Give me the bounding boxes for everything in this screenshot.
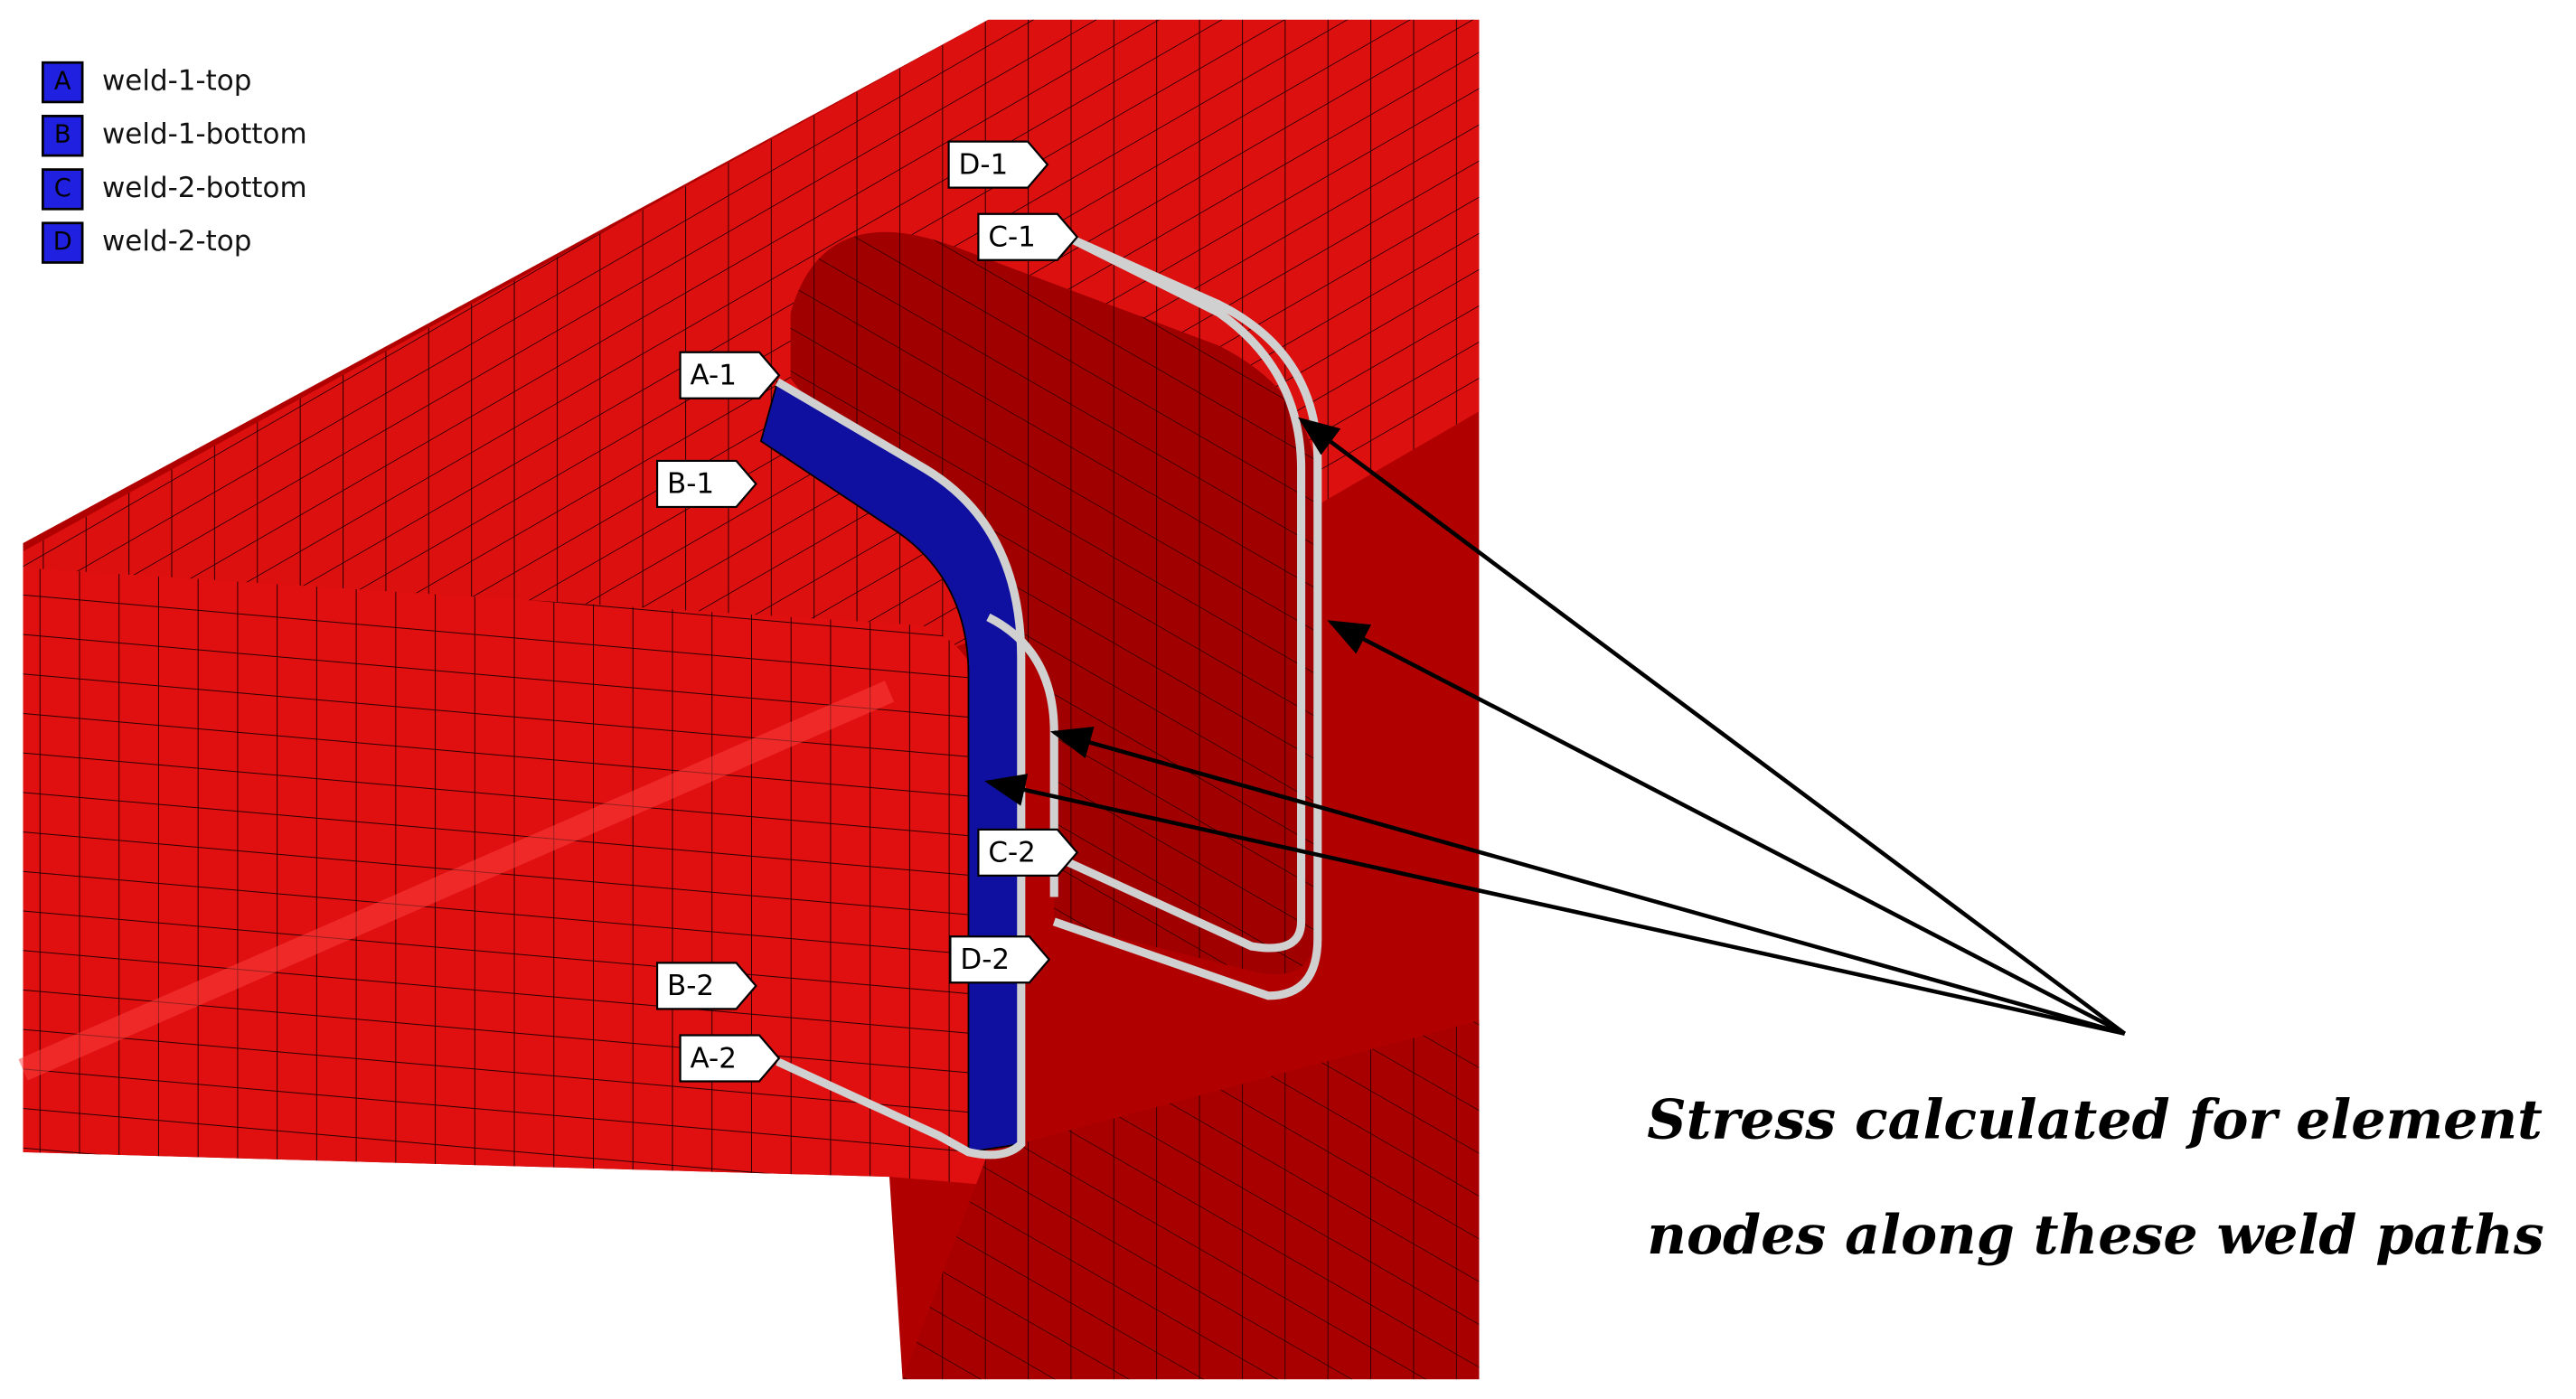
tag-box [947,140,1049,189]
legend-label: weld-2-bottom [102,172,307,204]
weld-paths [775,234,1322,1160]
tag-box [655,459,757,509]
path-tags: D-1 C-1 A-1 B-1 C-2 D-2 B-2 A-2 [655,140,1079,1083]
mesh [23,568,989,1186]
tag-label: A-2 [691,1042,737,1075]
tag-label: C-1 [988,221,1035,254]
legend-label: weld-1-bottom [102,118,307,151]
legend-key: D [53,228,72,256]
tag-box [977,828,1079,877]
tag-label: B-1 [667,468,714,501]
tag-label: D-1 [959,148,1009,181]
tag-box [679,351,781,399]
edge-highlight [18,681,895,1081]
tag-box [655,962,757,1010]
legend-swatch [42,115,84,157]
legend-key: B [54,121,71,149]
tag-label: D-2 [960,944,1010,976]
arrow [1049,726,2126,1036]
arrow [1297,417,2127,1036]
arrow [983,774,2126,1036]
tag-label: C-2 [988,837,1035,869]
fe-model [18,19,1480,1380]
tag-box [977,212,1079,261]
legend-label: weld-2-top [102,225,251,258]
legend-swatch [42,61,84,104]
legend-key: C [54,174,71,202]
legend-key: A [54,68,71,96]
legend-swatch [42,221,84,264]
annotation-line: nodes along these weld paths [1647,1204,2543,1267]
annotation-line: Stress calculated for element [1647,1088,2543,1151]
legend-swatch [42,168,84,211]
tag-label: B-2 [667,970,714,1002]
tag-label: A-1 [691,360,737,392]
mesh [790,231,1318,975]
mesh [902,1020,1480,1380]
legend-label: weld-1-top [102,65,251,98]
tag-box [679,1034,781,1083]
arrows [983,417,2127,1036]
tag-box [949,935,1051,984]
arrow [1327,620,2126,1036]
